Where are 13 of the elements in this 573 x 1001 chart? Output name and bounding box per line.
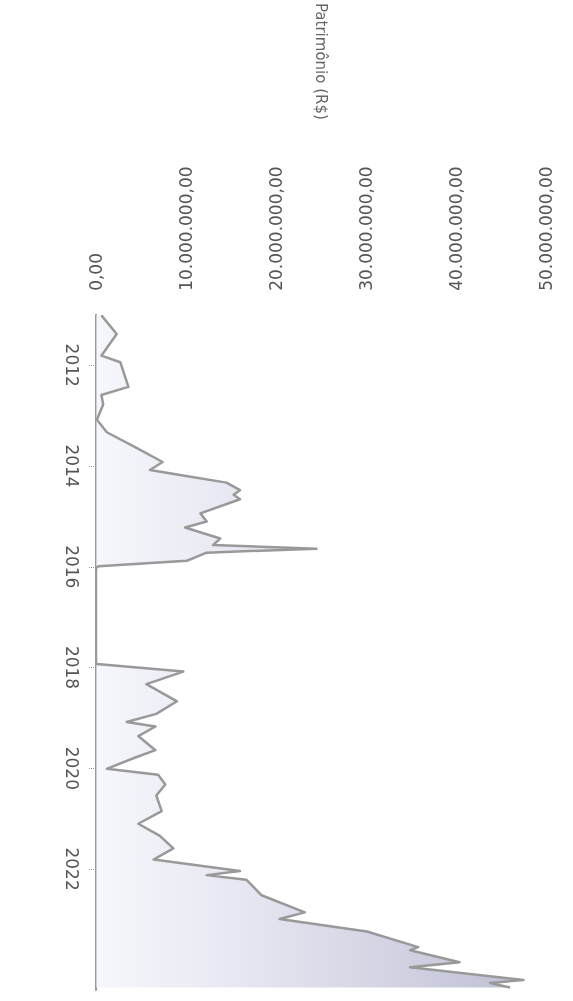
y-tick-label: 2012 bbox=[61, 343, 82, 387]
x-tick-label: 50.000.000,00 bbox=[536, 166, 556, 291]
y-tick-label: 2020 bbox=[61, 746, 82, 790]
x-tick-label: 20.000.000,00 bbox=[266, 166, 286, 291]
y-axis-title: Patrimônio (R$) bbox=[312, 3, 330, 120]
y-tick-label: 2016 bbox=[61, 545, 82, 589]
x-tick-label: 40.000.000,00 bbox=[446, 166, 466, 291]
y-tick-label: 2014 bbox=[61, 444, 82, 488]
x-tick-label: 0,00 bbox=[86, 253, 106, 291]
x-tick-label: 30.000.000,00 bbox=[356, 166, 376, 291]
y-tick-label: 2022 bbox=[61, 847, 82, 891]
x-tick-label: 10.000.000,00 bbox=[176, 166, 196, 291]
y-tick-label: 2018 bbox=[61, 645, 82, 690]
